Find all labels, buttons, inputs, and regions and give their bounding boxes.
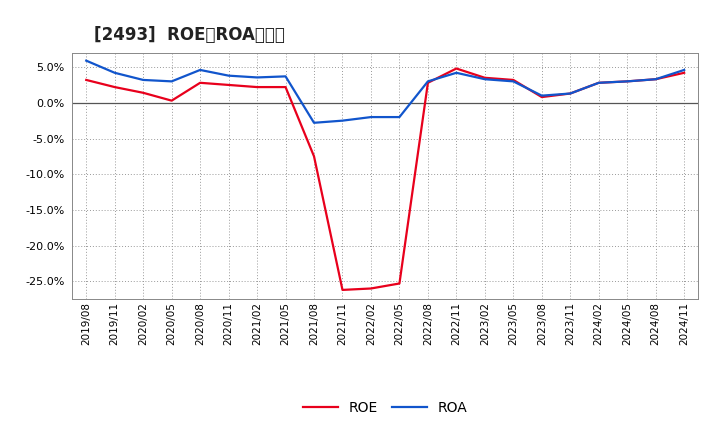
ROA: [338, 118, 347, 123]
ROE: [167, 98, 176, 103]
ROE: [452, 66, 461, 71]
ROA: [537, 93, 546, 98]
ROA: [595, 80, 603, 85]
ROA: [652, 77, 660, 82]
Text: [2493]  ROE、ROAの推移: [2493] ROE、ROAの推移: [94, 26, 284, 44]
ROE: [566, 91, 575, 96]
ROA: [110, 70, 119, 75]
ROE: [338, 287, 347, 293]
Legend: ROE, ROA: ROE, ROA: [297, 395, 473, 420]
ROA: [480, 77, 489, 82]
ROA: [366, 114, 375, 120]
ROA: [225, 73, 233, 78]
ROA: [452, 70, 461, 75]
ROE: [282, 84, 290, 90]
ROE: [623, 79, 631, 84]
ROA: [253, 75, 261, 80]
ROE: [196, 80, 204, 85]
ROA: [139, 77, 148, 83]
ROE: [310, 154, 318, 159]
ROA: [167, 79, 176, 84]
ROE: [366, 286, 375, 291]
ROE: [395, 281, 404, 286]
ROE: [537, 95, 546, 100]
ROA: [282, 74, 290, 79]
ROE: [652, 77, 660, 82]
ROA: [82, 58, 91, 63]
ROA: [566, 91, 575, 96]
ROA: [509, 79, 518, 84]
ROE: [139, 90, 148, 95]
ROE: [509, 77, 518, 83]
Line: ROA: ROA: [86, 61, 684, 123]
ROE: [595, 80, 603, 85]
ROA: [680, 67, 688, 73]
ROA: [623, 79, 631, 84]
ROA: [310, 120, 318, 125]
ROE: [253, 84, 261, 90]
ROE: [423, 80, 432, 85]
ROE: [110, 84, 119, 90]
ROA: [423, 79, 432, 84]
ROE: [82, 77, 91, 83]
ROE: [680, 70, 688, 75]
ROE: [480, 75, 489, 81]
ROE: [225, 82, 233, 88]
ROA: [395, 114, 404, 120]
Line: ROE: ROE: [86, 69, 684, 290]
ROA: [196, 67, 204, 73]
